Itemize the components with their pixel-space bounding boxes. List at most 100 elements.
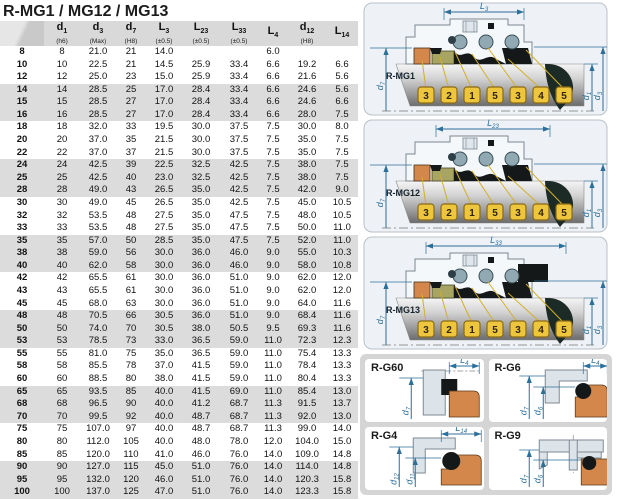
row-label: 28 bbox=[0, 184, 44, 197]
table-cell: 35.0 bbox=[154, 347, 174, 359]
table-row: 24 24 42.5 39 22.5 32.5 42.5 7.5 38.0 7.5 bbox=[0, 159, 358, 172]
diagram-label: R-MG1 bbox=[386, 71, 415, 81]
detail-cross-section-r-g60: L4 d7 bbox=[399, 359, 480, 419]
table-cell: 23.0 bbox=[146, 171, 182, 185]
dim-label: d11 bbox=[404, 473, 416, 484]
detail-panel-r-g60: L4 d7 R-G60 bbox=[365, 359, 484, 422]
table-cell: 51.0 bbox=[182, 486, 220, 499]
diagram-label: R-MG12 bbox=[386, 188, 420, 198]
table-cell: 76.0 bbox=[220, 486, 258, 499]
table-cell: 100 bbox=[44, 486, 80, 499]
table-cell: 51.0 bbox=[220, 310, 258, 323]
table-row: 20 20 37.0 35 21.5 30.0 37.5 7.5 35.0 7.5 bbox=[0, 134, 358, 147]
table-row: 100 100 137.0 125 47.0 51.0 76.0 14.0 123.3 15.8 bbox=[0, 486, 358, 499]
callout-3: 3 bbox=[417, 86, 435, 104]
table-cell: 9.0 bbox=[326, 184, 358, 197]
table-cell: 30.0 bbox=[297, 121, 317, 133]
table-cell: 80 bbox=[56, 435, 68, 447]
svg-text:3: 3 bbox=[423, 325, 429, 336]
table-cell: 13.0 bbox=[326, 385, 358, 399]
table-cell: 19.2 bbox=[297, 58, 317, 70]
table-cell: 11.0 bbox=[326, 234, 358, 248]
table-cell: 32 bbox=[56, 209, 68, 221]
table-cell: 25.0 bbox=[88, 71, 108, 83]
table-cell: 120 bbox=[116, 473, 146, 487]
table-cell bbox=[182, 46, 220, 59]
row-label: 95 bbox=[0, 473, 44, 487]
table-cell: 114.0 bbox=[288, 461, 326, 474]
row-label: 42 bbox=[16, 272, 28, 284]
table-cell: 35.0 bbox=[191, 209, 211, 221]
table-cell: 36.0 bbox=[191, 272, 211, 284]
table-cell: 11.6 bbox=[326, 310, 358, 323]
table-cell: 32.0 bbox=[88, 121, 108, 133]
table-cell: 78.0 bbox=[229, 435, 249, 447]
table-body: 8 8 21.0 21 14.0 6.0 10 10 22.5 21 14.5 25.9 33.4 6.6… bbox=[0, 46, 358, 499]
table-cell: 30.5 bbox=[146, 322, 182, 336]
table-cell: 9.0 bbox=[266, 297, 280, 309]
svg-text:3: 3 bbox=[423, 91, 429, 102]
table-cell: 6.6 bbox=[266, 58, 280, 70]
row-label: 30 bbox=[16, 196, 28, 208]
table-cell: 65.5 bbox=[88, 284, 108, 296]
table-cell: 15.0 bbox=[332, 435, 352, 447]
table-cell: 10.8 bbox=[326, 259, 358, 273]
table-cell: 11.6 bbox=[326, 322, 358, 336]
table-cell: 48.0 bbox=[297, 209, 317, 221]
table-cell: 52.0 bbox=[288, 234, 326, 248]
table-row: 12 12 25.0 23 15.0 25.9 33.4 6.6 21.6 5.6 bbox=[0, 71, 358, 84]
table-cell: 97 bbox=[125, 423, 137, 435]
dim-label: d7 bbox=[375, 81, 387, 90]
table-cell: 53 bbox=[44, 335, 80, 348]
table-cell: 41.5 bbox=[191, 360, 211, 372]
table-cell: 68 bbox=[44, 398, 80, 411]
table-cell: 42.5 bbox=[80, 159, 116, 172]
dim-label: d6 bbox=[532, 406, 544, 415]
table-cell: 39 bbox=[116, 159, 146, 172]
svg-text:3: 3 bbox=[515, 325, 521, 336]
table-cell: 35.0 bbox=[297, 134, 317, 146]
dim-label: L3 bbox=[480, 2, 489, 13]
table-cell: 28.5 bbox=[80, 96, 116, 109]
table-cell: 43 bbox=[116, 184, 146, 197]
table-cell: 76.0 bbox=[220, 473, 258, 487]
detail-panel-label: R-G60 bbox=[371, 362, 404, 374]
table-section: R-MG1 / MG12 / MG13 d1 (h6) d3 (Max) d7 (H8) L… bbox=[0, 3, 358, 499]
table-cell: 28.5 bbox=[80, 108, 116, 122]
row-label: 90 bbox=[0, 461, 44, 474]
row-label: 40 bbox=[0, 259, 44, 273]
table-cell: 25.9 bbox=[191, 58, 211, 70]
table-cell: 7.5 bbox=[266, 146, 280, 158]
table-cell: 68.7 bbox=[220, 398, 258, 411]
page-title: R-MG1 / MG12 / MG13 bbox=[3, 3, 169, 20]
table-row: 14 14 28.5 25 17.0 28.4 33.4 6.6 24.6 5.6 bbox=[0, 83, 358, 97]
table-cell: 99.0 bbox=[297, 423, 317, 435]
table-row: 25 25 42.5 40 23.0 32.5 42.5 7.5 38.0 7.5 bbox=[0, 171, 358, 185]
table-cell: 6.6 bbox=[258, 83, 288, 97]
table-cell: 85 bbox=[116, 385, 146, 399]
table-cell: 115 bbox=[116, 461, 146, 474]
table-cell: 85.4 bbox=[288, 385, 326, 399]
table-cell: 49.0 bbox=[88, 196, 108, 208]
table-cell: 78.5 bbox=[80, 335, 116, 348]
table-cell: 120.3 bbox=[288, 473, 326, 487]
table-cell: 59.0 bbox=[80, 247, 116, 260]
table-cell: 15.8 bbox=[326, 486, 358, 499]
table-cell: 30.0 bbox=[146, 259, 182, 273]
table-cell: 9.5 bbox=[258, 322, 288, 336]
row-label: 50 bbox=[0, 322, 44, 336]
table-cell: 49.0 bbox=[80, 184, 116, 197]
row-label: 8 bbox=[19, 46, 25, 57]
table-cell: 7.5 bbox=[266, 196, 280, 208]
table-cell: 127.0 bbox=[80, 461, 116, 474]
table-cell: 59.0 bbox=[229, 360, 249, 372]
table-cell: 56 bbox=[116, 247, 146, 260]
table-cell: 42.5 bbox=[220, 159, 258, 172]
table-cell: 47.5 bbox=[229, 209, 249, 221]
table-cell: 36.0 bbox=[182, 247, 220, 260]
table-cell: 37.0 bbox=[154, 360, 174, 372]
table-cell: 120.0 bbox=[86, 448, 110, 460]
table-cell: 60 bbox=[56, 373, 68, 385]
dim-label: d7 bbox=[518, 406, 530, 415]
